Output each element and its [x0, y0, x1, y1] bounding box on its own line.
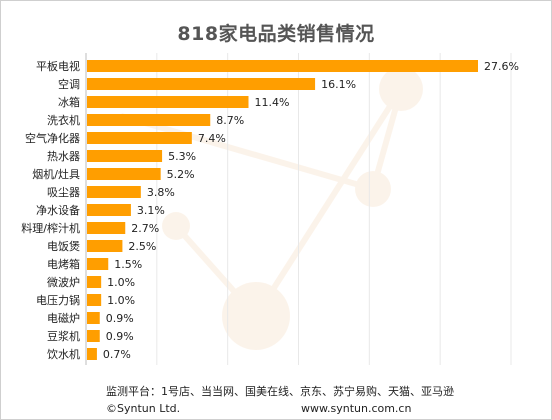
bar	[87, 168, 161, 180]
category-label: 电饭煲	[47, 240, 80, 253]
footer: 监测平台：1号店、当当网、国美在线、京东、苏宁易购、天猫、亚马逊 ©Syntun…	[1, 373, 551, 419]
bar	[87, 114, 211, 126]
category-label: 空气净化器	[25, 131, 80, 145]
value-label: 3.8%	[147, 186, 175, 199]
bar	[87, 204, 131, 216]
footer-copyright: ©Syntun Ltd.	[106, 402, 181, 415]
category-label: 平板电视	[36, 59, 80, 73]
value-label: 27.6%	[484, 60, 519, 73]
bar	[87, 258, 109, 270]
footer-sources: 监测平台：1号店、当当网、国美在线、京东、苏宁易购、天猫、亚马逊	[106, 385, 454, 398]
bar	[87, 222, 126, 234]
labels: 平板电视 27.6% 空调 16.1% 冰箱 11.4% 洗衣机 8.7% 空气净化器 7.4% 热…	[21, 59, 519, 361]
bar	[87, 132, 192, 144]
value-label: 2.7%	[131, 222, 159, 235]
chart-title: 818家电品类销售情况	[177, 23, 375, 45]
bar	[87, 96, 249, 108]
value-label: 5.3%	[168, 150, 196, 163]
bar	[87, 186, 141, 198]
category-label: 净水设备	[36, 203, 80, 217]
watermark-graphic	[120, 67, 423, 350]
value-label: 7.4%	[198, 132, 226, 145]
value-label: 8.7%	[216, 114, 244, 127]
value-label: 5.2%	[167, 168, 195, 181]
value-label: 11.4%	[255, 96, 290, 109]
value-label: 0.9%	[106, 312, 134, 325]
bar	[87, 240, 123, 252]
category-label: 热水器	[47, 150, 80, 163]
category-label: 吸尘器	[47, 186, 80, 199]
value-label: 2.5%	[128, 240, 156, 253]
category-label: 电磁炉	[47, 312, 80, 325]
bar	[87, 348, 97, 360]
category-label: 烟机/灶具	[32, 167, 80, 181]
bar	[87, 312, 100, 324]
value-label: 0.7%	[103, 348, 131, 361]
value-label: 3.1%	[137, 204, 165, 217]
category-label: 洗衣机	[47, 113, 80, 127]
category-label: 冰箱	[58, 95, 80, 109]
bar	[87, 294, 102, 306]
bar	[87, 276, 102, 288]
category-label: 豆浆机	[47, 329, 80, 343]
bar	[87, 60, 478, 72]
value-label: 16.1%	[321, 78, 356, 91]
category-label: 电烤箱	[47, 257, 80, 271]
category-label: 空调	[58, 77, 80, 91]
category-label: 料理/榨汁机	[21, 221, 80, 235]
category-label: 电压力锅	[36, 294, 80, 307]
bar	[87, 330, 100, 342]
category-label: 饮水机	[47, 347, 80, 361]
bar	[87, 78, 316, 90]
bars	[87, 60, 478, 360]
value-label: 1.0%	[107, 294, 135, 307]
value-label: 1.5%	[114, 258, 142, 271]
bar	[87, 150, 163, 162]
value-label: 1.0%	[107, 276, 135, 289]
category-label: 微波炉	[47, 275, 80, 289]
footer-website: www.syntun.com.cn	[301, 402, 412, 415]
value-label: 0.9%	[106, 330, 134, 343]
